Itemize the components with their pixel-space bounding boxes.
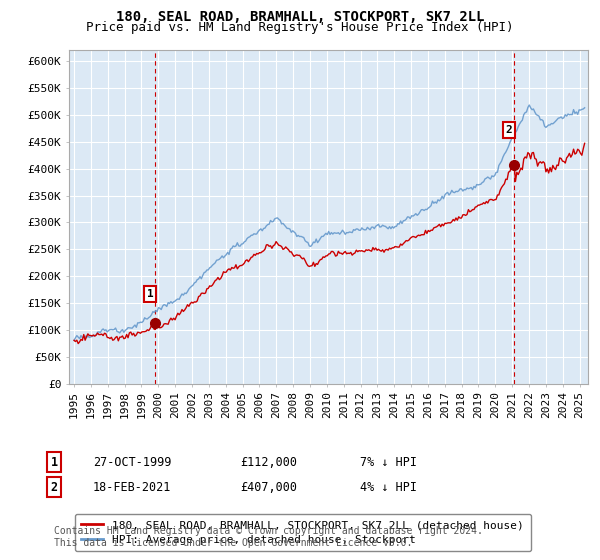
Text: 180, SEAL ROAD, BRAMHALL, STOCKPORT, SK7 2LL: 180, SEAL ROAD, BRAMHALL, STOCKPORT, SK7…	[116, 10, 484, 24]
Text: £112,000: £112,000	[240, 455, 297, 469]
Text: Contains HM Land Registry data © Crown copyright and database right 2024.
This d: Contains HM Land Registry data © Crown c…	[54, 526, 483, 548]
Text: 2: 2	[50, 480, 58, 494]
Text: £407,000: £407,000	[240, 480, 297, 494]
Text: 7% ↓ HPI: 7% ↓ HPI	[360, 455, 417, 469]
Text: 18-FEB-2021: 18-FEB-2021	[93, 480, 172, 494]
Text: 1: 1	[147, 289, 154, 299]
Text: Price paid vs. HM Land Registry's House Price Index (HPI): Price paid vs. HM Land Registry's House …	[86, 21, 514, 34]
Text: 27-OCT-1999: 27-OCT-1999	[93, 455, 172, 469]
Text: 4% ↓ HPI: 4% ↓ HPI	[360, 480, 417, 494]
Text: 1: 1	[50, 455, 58, 469]
Text: 2: 2	[506, 125, 512, 135]
Legend: 180, SEAL ROAD, BRAMHALL, STOCKPORT, SK7 2LL (detached house), HPI: Average pric: 180, SEAL ROAD, BRAMHALL, STOCKPORT, SK7…	[74, 514, 531, 551]
